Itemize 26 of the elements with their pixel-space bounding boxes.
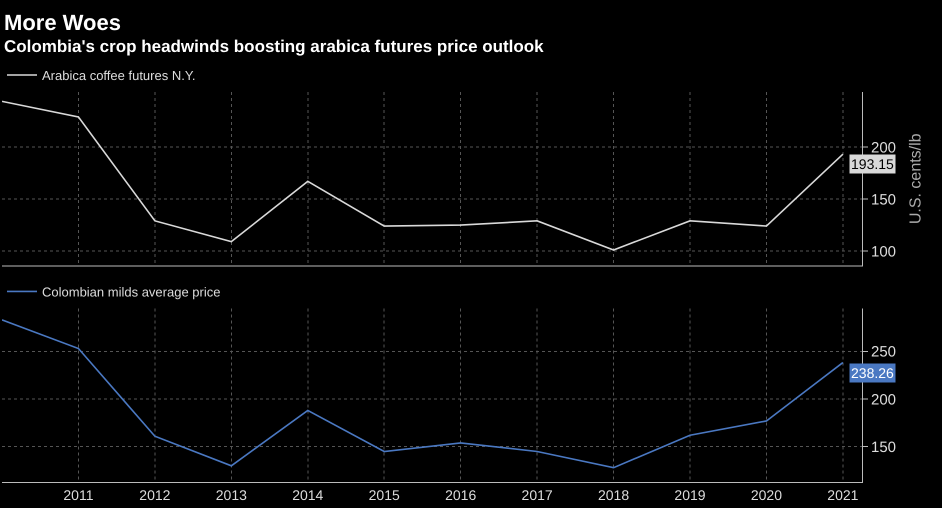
y-tick-label: 150 [871,191,896,208]
x-tick-label: 2015 [368,486,400,503]
x-tick-label: 2013 [216,486,248,503]
x-tick-label: 2016 [445,486,476,503]
legend-label: Arabica coffee futures N.Y. [42,68,196,84]
legend-label: Colombian milds average price [42,284,220,300]
x-tick-label: 2014 [292,486,324,503]
y-tick-label: 150 [871,438,896,456]
chart-title: More Woes [4,10,121,35]
y-tick-label: 100 [871,243,896,260]
x-tick-label: 2017 [522,486,553,503]
x-tick-label: 2012 [139,486,171,503]
x-tick-label: 2020 [750,486,782,503]
x-tick-label: 2021 [827,486,859,503]
x-tick-label: 2019 [674,486,706,503]
line-series [2,319,844,468]
y-tick-label: 250 [871,344,896,361]
line-series [2,100,844,251]
annotation: 193.15 [851,156,894,172]
y-tick-label: 200 [871,391,896,408]
chart-subtitle: Colombia's crop headwinds boosting arabica futures price outlook [4,37,544,56]
y-axis-title: U.S. cents/lb [908,133,925,224]
annotation: 238.26 [851,365,894,381]
y-tick-label: 200 [871,139,896,156]
x-tick-label: 2011 [63,486,94,503]
x-tick-label: 2018 [598,486,630,503]
